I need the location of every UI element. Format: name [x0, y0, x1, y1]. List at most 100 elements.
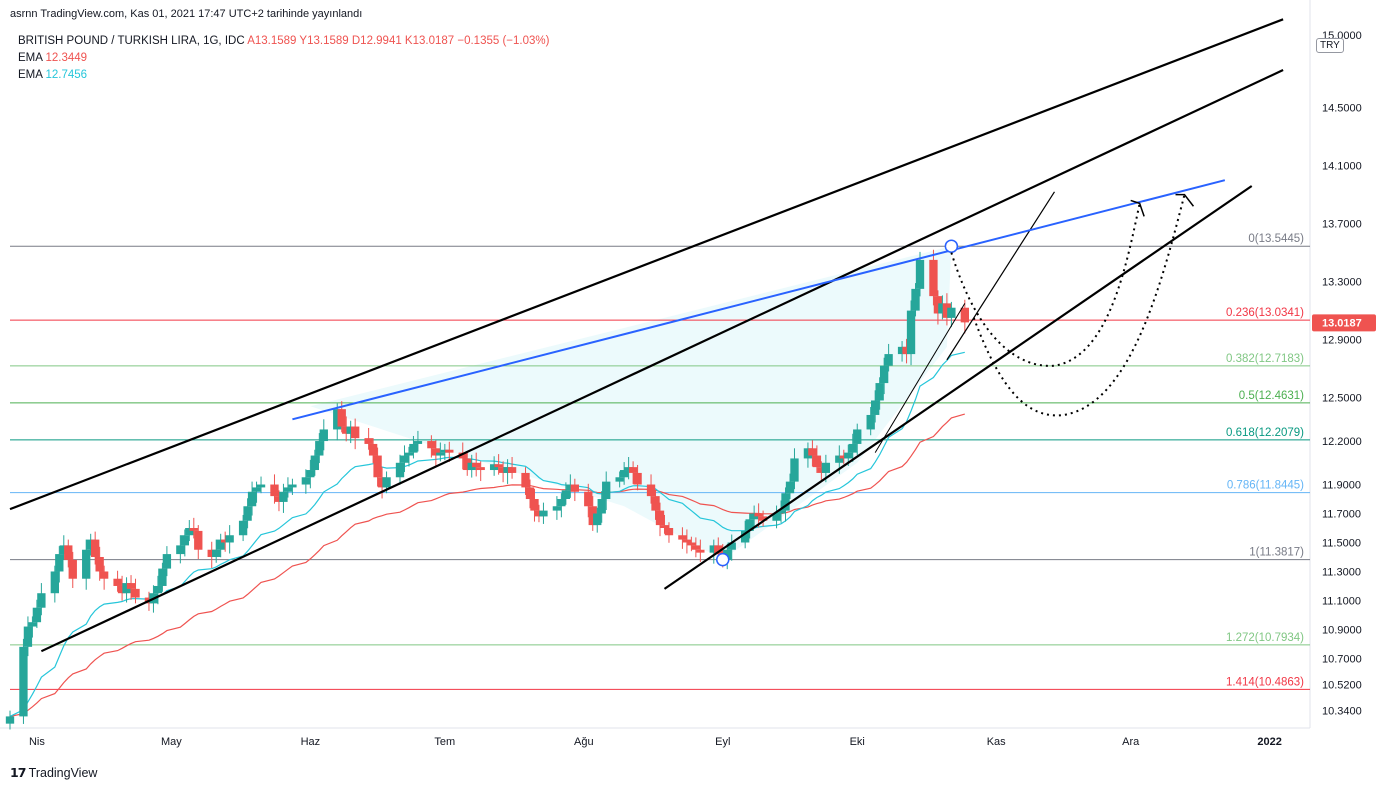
- candle: [906, 300, 916, 366]
- candle-body: [216, 539, 225, 550]
- currency-badge[interactable]: TRY: [1316, 38, 1344, 53]
- candle-body: [785, 481, 795, 494]
- candle: [225, 525, 234, 554]
- candle-body: [194, 530, 203, 550]
- tradingview-logo-icon: 17: [10, 765, 26, 780]
- candle-body: [821, 462, 831, 473]
- candle: [758, 510, 768, 527]
- tradingview-brand[interactable]: 17 TradingView: [10, 765, 97, 780]
- candle-body: [82, 549, 91, 579]
- candle-body: [32, 607, 42, 623]
- price-tick-8: 11.9000: [1322, 480, 1361, 492]
- candle: [539, 502, 548, 524]
- candle-body: [225, 535, 234, 543]
- candle-body: [942, 303, 952, 318]
- price-tick-2: 14.1000: [1322, 161, 1362, 173]
- candle: [252, 481, 261, 503]
- price-tick-12: 11.1000: [1322, 595, 1361, 607]
- candle-body: [525, 487, 535, 500]
- candle-body: [552, 506, 562, 511]
- tradingview-name: TradingView: [28, 766, 98, 780]
- candle-body: [476, 467, 485, 471]
- candle: [772, 505, 781, 529]
- candle: [162, 546, 172, 577]
- price-tick-5: 12.9000: [1322, 335, 1362, 347]
- candle: [256, 476, 266, 494]
- fib-label-8: 1.414(10.4863): [1226, 676, 1304, 688]
- candle: [440, 443, 449, 461]
- candle: [351, 418, 360, 450]
- candle: [660, 514, 669, 534]
- candle: [897, 341, 907, 362]
- candle: [50, 565, 59, 603]
- candle-body: [678, 535, 687, 540]
- legend-ema-fast[interactable]: EMA 12.7456: [18, 69, 87, 81]
- candle-body: [839, 455, 848, 459]
- candle: [633, 464, 642, 491]
- candle: [879, 357, 889, 395]
- channel-upper-line: [9, 18, 1284, 511]
- candle-body: [530, 499, 539, 511]
- legend-ema-slow[interactable]: EMA 12.3449: [18, 52, 87, 64]
- candle-body: [373, 455, 382, 478]
- candle-body: [929, 259, 938, 297]
- candle-body: [902, 346, 911, 355]
- candle-body: [472, 462, 481, 468]
- candle-body: [382, 477, 391, 488]
- candle: [817, 461, 826, 481]
- candle: [848, 433, 857, 462]
- candle: [364, 428, 373, 450]
- candle-body: [835, 455, 844, 463]
- price-tick-16: 10.3400: [1322, 706, 1362, 718]
- candle-body: [122, 583, 131, 594]
- candle: [593, 507, 602, 533]
- candle: [238, 514, 248, 542]
- candle: [619, 462, 629, 485]
- candle-body: [176, 545, 185, 555]
- candle-body: [709, 545, 718, 553]
- candle-body: [754, 513, 763, 517]
- time-tick-9: 2022: [1257, 736, 1281, 748]
- candle: [310, 449, 319, 476]
- candle-body: [153, 585, 163, 594]
- candle-body: [306, 470, 315, 478]
- candle-body: [180, 535, 189, 546]
- candle: [597, 491, 606, 523]
- candle-body: [960, 307, 969, 323]
- candle-body: [853, 429, 862, 444]
- candle-body: [95, 556, 104, 572]
- candle-body: [772, 513, 781, 521]
- candle: [400, 445, 409, 473]
- candle-body: [28, 622, 37, 627]
- candle: [530, 488, 539, 522]
- candle: [283, 477, 293, 498]
- candle: [839, 449, 848, 465]
- time-tick-2: Haz: [301, 736, 321, 748]
- price-tick-15: 10.5200: [1322, 680, 1362, 692]
- candle-body: [189, 528, 198, 531]
- price-tick-11: 11.3000: [1322, 566, 1361, 578]
- candle: [498, 461, 508, 483]
- candle: [682, 529, 692, 554]
- candle: [557, 493, 566, 518]
- candle: [346, 420, 355, 444]
- price-tick-4: 13.3000: [1322, 277, 1362, 289]
- candle: [664, 522, 674, 543]
- candle-body: [817, 467, 826, 473]
- candle-body: [288, 484, 297, 488]
- candle-body: [252, 487, 261, 492]
- candle-body: [489, 464, 499, 471]
- candle-body: [436, 452, 445, 456]
- candle-body: [624, 467, 633, 471]
- candle: [929, 249, 938, 306]
- ema-slow-label: EMA: [18, 52, 43, 64]
- candle-body: [279, 491, 288, 502]
- candle-body: [655, 510, 665, 526]
- candle: [158, 562, 167, 592]
- candle: [315, 433, 324, 464]
- candle: [333, 403, 342, 441]
- candle-body: [682, 539, 692, 543]
- candle: [696, 539, 705, 562]
- candle: [588, 496, 597, 531]
